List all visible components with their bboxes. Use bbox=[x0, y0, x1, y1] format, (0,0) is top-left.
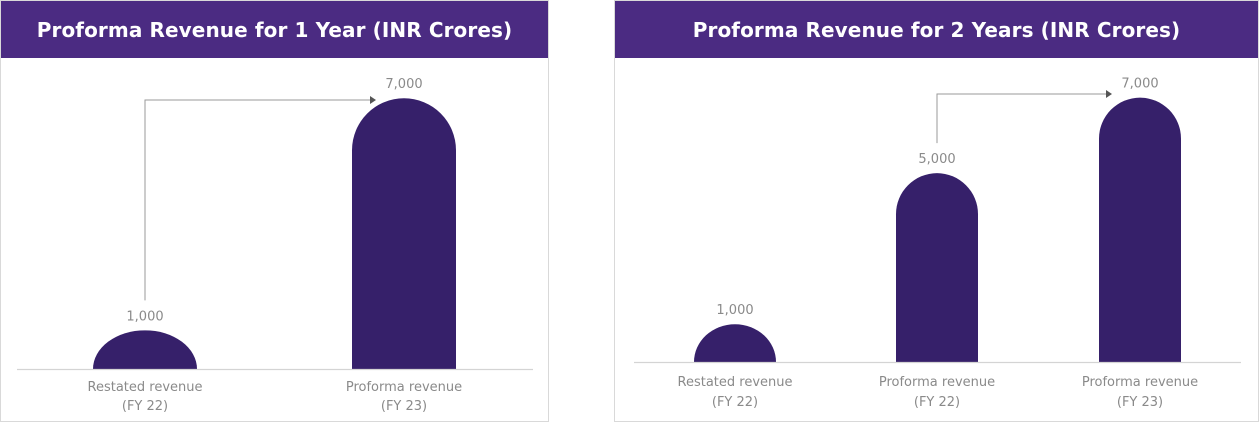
growth-connector-line bbox=[936, 93, 1106, 144]
bar-2 bbox=[1099, 97, 1181, 362]
bar-1 bbox=[896, 173, 978, 362]
category-sublabel-1: (FY 23) bbox=[381, 399, 427, 414]
bar-value-label-1: 7,000 bbox=[385, 77, 422, 92]
bar-1 bbox=[352, 98, 456, 369]
growth-connector-line bbox=[144, 99, 370, 301]
chart-1-year: 1,000 Restated revenue (FY 22) 7,000 Proform… bbox=[17, 77, 533, 414]
bar-0 bbox=[694, 324, 776, 362]
category-label-0: Restated revenue bbox=[88, 380, 203, 395]
chart-2-years: 1,000 Restated revenue (FY 22) 5,000 Proform… bbox=[634, 77, 1241, 410]
category-label-2: Proforma revenue bbox=[1082, 375, 1198, 390]
category-sublabel-0: (FY 22) bbox=[712, 395, 758, 410]
category-label-1: Proforma revenue bbox=[346, 380, 462, 395]
arrowhead-icon bbox=[370, 96, 376, 104]
category-sublabel-1: (FY 22) bbox=[914, 395, 960, 410]
chart-panel-2-years: Proforma Revenue for 2 Years (INR Crores… bbox=[614, 0, 1259, 422]
chart-title-1-year: Proforma Revenue for 1 Year (INR Crores) bbox=[1, 1, 548, 58]
bar-value-label-1: 5,000 bbox=[918, 152, 955, 167]
chart-panel-1-year: Proforma Revenue for 1 Year (INR Crores)… bbox=[0, 0, 549, 422]
bar-value-label-0: 1,000 bbox=[716, 303, 753, 318]
bar-value-label-0: 1,000 bbox=[126, 309, 163, 324]
bar-value-label-2: 7,000 bbox=[1121, 77, 1158, 92]
category-label-1: Proforma revenue bbox=[879, 375, 995, 390]
category-label-0: Restated revenue bbox=[678, 375, 793, 390]
chart-title-2-years: Proforma Revenue for 2 Years (INR Crores… bbox=[615, 1, 1258, 58]
arrowhead-icon bbox=[1106, 90, 1112, 98]
bar-0 bbox=[93, 330, 197, 369]
category-sublabel-0: (FY 22) bbox=[122, 399, 168, 414]
category-sublabel-2: (FY 23) bbox=[1117, 395, 1163, 410]
